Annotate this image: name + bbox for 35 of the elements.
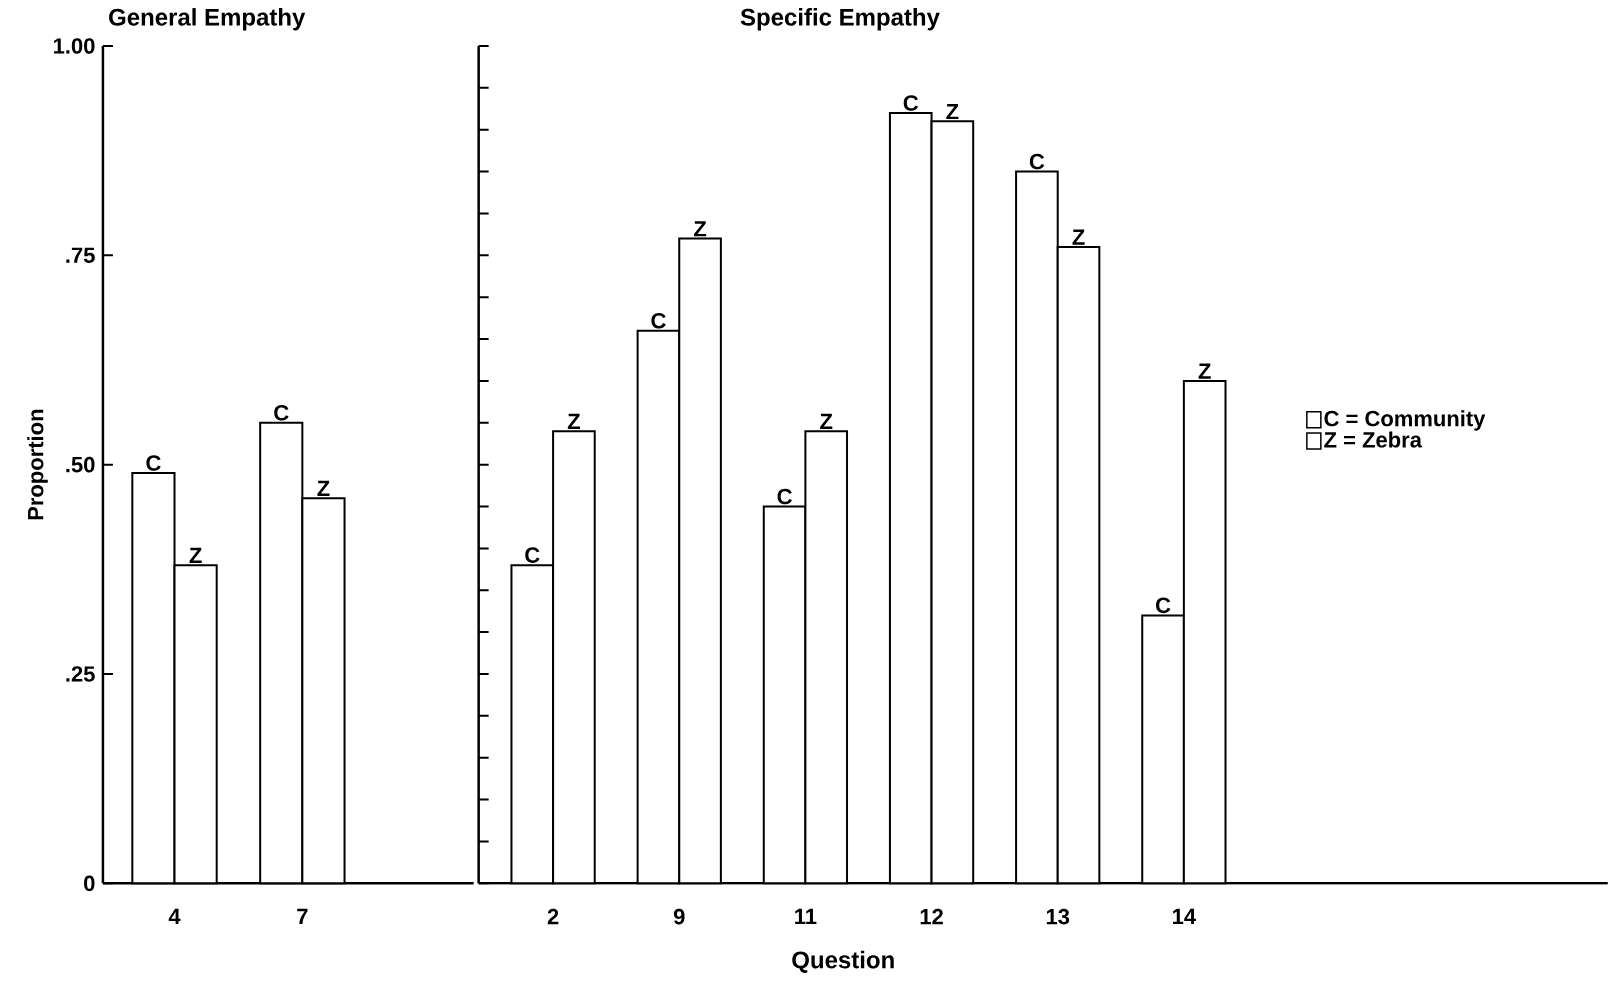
annotation: Z: [189, 547, 202, 563]
x-axis-title: Question: [792, 950, 894, 973]
annotation: Z: [317, 480, 330, 496]
annotation: C: [1029, 153, 1045, 170]
annotation: Z: [567, 413, 580, 429]
x-tick-label: 13: [1046, 908, 1070, 925]
annotation: C: [525, 547, 540, 563]
chart-title: Specific Empathy: [740, 7, 940, 31]
chart-title: General Empathy: [109, 7, 306, 31]
annotation: C: [146, 455, 161, 471]
x-tick-label: 7: [297, 908, 308, 924]
annotation: Z: [946, 103, 959, 119]
annotation: Z: [820, 413, 833, 429]
annotation: C: [1156, 597, 1171, 614]
x-tick-label: 11: [795, 908, 817, 924]
x-tick-label: 14: [1173, 908, 1196, 924]
annotation: Z: [694, 221, 707, 237]
legend-label: Z = Zebra: [1324, 431, 1423, 448]
x-tick-label: 9: [673, 908, 685, 925]
annotation: Z: [1198, 363, 1211, 379]
y-tick-label: .25: [66, 666, 95, 682]
annotation: C: [274, 404, 289, 421]
annotation: Z: [1072, 229, 1085, 245]
annotation: C: [903, 95, 919, 111]
y-tick-label: 0: [84, 875, 95, 891]
annotation: C: [651, 312, 666, 329]
y-tick-label: .75: [66, 247, 95, 263]
y-tick-label: 1.00: [54, 38, 95, 54]
x-tick-label: 12: [920, 908, 943, 925]
annotation: C: [777, 488, 792, 505]
x-tick-label: 2: [547, 908, 559, 925]
legend-label: C = Community: [1324, 410, 1486, 431]
y-tick-label: .50: [66, 456, 95, 473]
y-axis-title: Proportion: [27, 409, 48, 520]
x-tick-label: 4: [168, 908, 181, 924]
